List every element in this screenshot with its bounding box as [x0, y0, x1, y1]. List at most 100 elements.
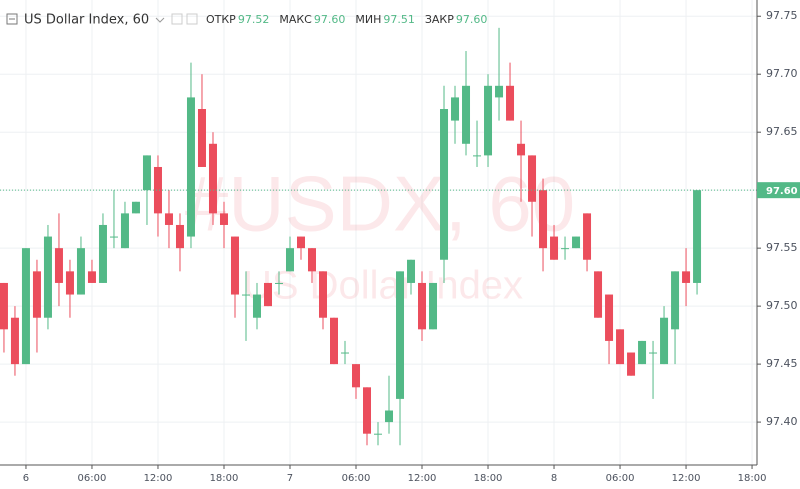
candle-body — [230, 236, 239, 295]
legend: ОТКР 97.52 МАКС 97.60 МИН 97.51 ЗАКР 97.60 — [206, 13, 487, 26]
candle-body — [649, 352, 658, 354]
x-tick-label: 06:00 — [78, 473, 107, 484]
candle-body — [363, 387, 372, 434]
last-price-tag — [757, 182, 800, 199]
y-tick-label: 97.65 — [766, 125, 798, 138]
candle-body — [616, 329, 625, 365]
x-tick-label: 06:00 — [606, 473, 635, 484]
candle-body — [186, 97, 195, 237]
candle-body — [296, 236, 305, 249]
candle-body — [153, 166, 162, 214]
candle-body — [528, 155, 537, 202]
candle-body — [396, 271, 405, 399]
last-price-label: 97.60 — [766, 186, 798, 197]
collapse-icon[interactable] — [6, 13, 18, 25]
candle-body — [561, 248, 570, 250]
candle-body — [418, 282, 427, 330]
candle-body — [329, 317, 338, 365]
x-tick-label: 12:00 — [408, 473, 437, 484]
watermark: #USDX, 60 — [185, 160, 575, 248]
candle-body — [374, 433, 383, 435]
candle-body — [109, 236, 118, 238]
candle-body — [76, 248, 85, 295]
settings-icon[interactable] — [186, 13, 198, 25]
candle-body — [142, 155, 151, 191]
candle-body — [208, 143, 217, 214]
candle-body — [462, 85, 471, 144]
candle-body — [0, 282, 8, 330]
y-tick-label: 97.40 — [766, 415, 798, 428]
header: US Dollar Index, 60 — [6, 13, 198, 28]
y-tick-label: 97.50 — [766, 299, 798, 312]
candle-body — [539, 190, 548, 249]
candle-body — [627, 352, 636, 376]
candle-body — [32, 271, 41, 318]
candle-body — [65, 271, 74, 295]
candle-body — [594, 271, 603, 318]
candle-body — [550, 236, 559, 260]
candle-body — [407, 259, 416, 283]
legend-value: 97.51 — [383, 13, 415, 26]
x-tick-label: 18:00 — [474, 473, 503, 484]
x-tick-label: 8 — [551, 473, 557, 484]
candle-body — [54, 248, 63, 283]
eye-icon[interactable] — [171, 13, 183, 25]
candle-body — [484, 85, 493, 156]
legend-label: ОТКР — [206, 13, 236, 26]
y-tick-label: 97.75 — [766, 9, 798, 22]
candle-body — [440, 109, 449, 260]
candle-body — [352, 364, 361, 388]
candle-body — [451, 97, 460, 121]
candle-body — [274, 282, 283, 284]
candle-body — [318, 271, 327, 318]
candle-body — [682, 271, 691, 283]
legend-value: 97.60 — [314, 13, 346, 26]
watermark-subtitle: US Dollar Index — [243, 264, 523, 308]
candle-body — [660, 317, 669, 365]
candle-body — [197, 109, 206, 167]
candle-body — [241, 294, 250, 296]
candle-body — [638, 340, 647, 365]
candle-body — [252, 294, 261, 318]
candle-body — [263, 282, 272, 307]
candle-body — [605, 294, 614, 341]
x-tick-label: 6 — [23, 473, 29, 484]
candle-body — [429, 282, 438, 330]
candle-body — [164, 213, 173, 225]
candle-body — [495, 85, 504, 98]
legend-label: ЗАКР — [425, 13, 454, 26]
candle-body — [43, 236, 52, 318]
candle-body — [10, 317, 19, 365]
y-tick-label: 97.55 — [766, 241, 798, 254]
x-tick-label: 12:00 — [672, 473, 701, 484]
legend-value: 97.60 — [456, 13, 488, 26]
candle-body — [671, 271, 680, 330]
candle-body — [583, 213, 592, 260]
candle-body — [175, 224, 184, 249]
candle-body — [285, 248, 294, 272]
candle-body — [219, 213, 228, 225]
legend-label: МАКС — [279, 13, 312, 26]
x-tick-label: 06:00 — [342, 473, 371, 484]
dropdown-icon[interactable] — [155, 17, 165, 23]
symbol-title[interactable]: US Dollar Index, 60 — [24, 13, 149, 28]
plot-area — [0, 27, 757, 446]
legend-label: МИН — [355, 13, 381, 26]
candle-body — [572, 236, 581, 249]
candle-body — [307, 248, 316, 272]
legend-value: 97.52 — [238, 13, 270, 26]
candle-body — [131, 201, 140, 214]
candle-body — [120, 213, 129, 249]
candle-body — [21, 248, 30, 365]
candle-body — [517, 143, 526, 156]
candle-body — [473, 155, 482, 157]
candle-body — [341, 352, 350, 354]
x-tick-label: 18:00 — [210, 473, 239, 484]
candle-body — [385, 410, 394, 423]
candle-body — [693, 190, 702, 283]
y-tick-label: 97.45 — [766, 357, 798, 370]
candle-body — [98, 224, 107, 283]
